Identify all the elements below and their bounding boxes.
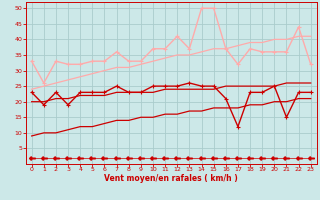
X-axis label: Vent moyen/en rafales ( km/h ): Vent moyen/en rafales ( km/h ): [104, 174, 238, 183]
